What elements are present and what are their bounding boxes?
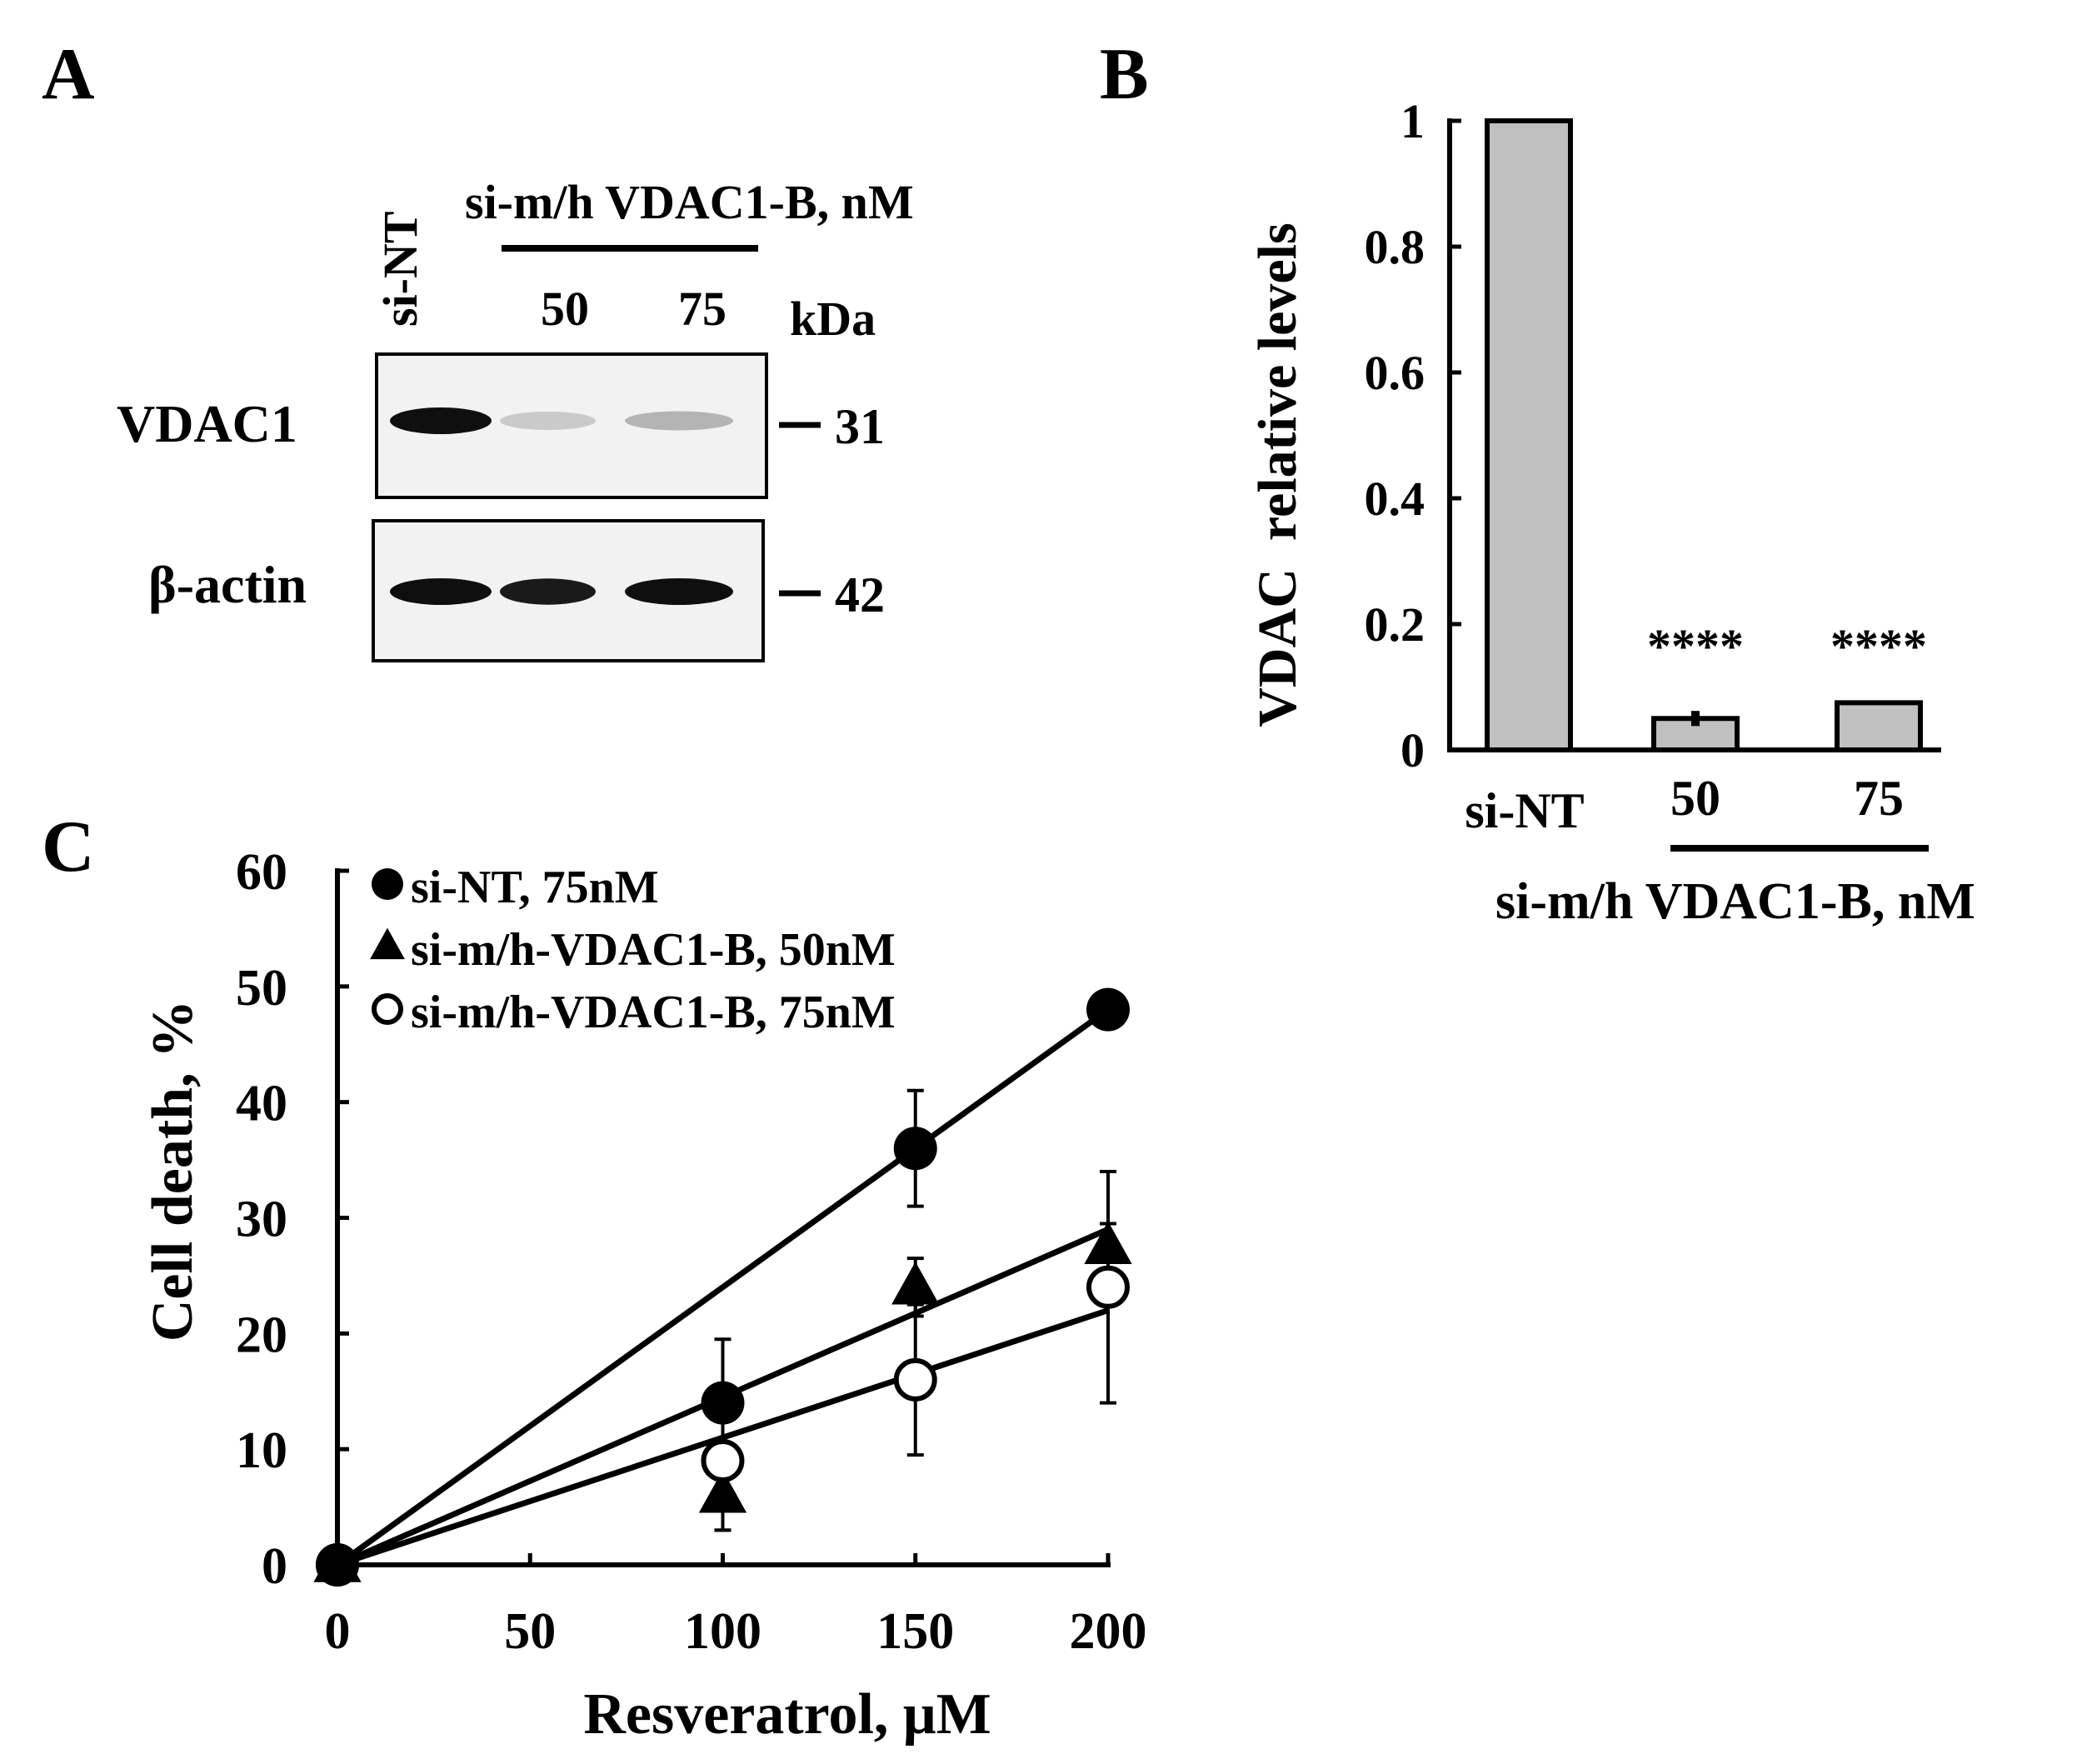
bar-chart-panel: VDAC relative levels 0 0.2 0.4 0.6 0.8 1 si-N…: [1247, 94, 1975, 930]
scatter-x-tick-label: 0: [325, 1603, 351, 1660]
blot-bands: [390, 407, 733, 605]
data-point: [893, 1127, 937, 1171]
bar-y-tick-label: 0.8: [1365, 220, 1425, 274]
scatter-chart-panel: Cell death, % Resveratrol, μM 0 10 20 30 40 5…: [141, 844, 1147, 1747]
kda-42-label: 42: [835, 567, 885, 622]
significance-label: ****: [1830, 619, 1927, 673]
dose-label-50: 50: [541, 282, 589, 336]
bar: [1835, 700, 1923, 752]
bar-y-tick-label: 0.2: [1365, 597, 1425, 652]
bar-category-label: si-NT: [1465, 783, 1584, 838]
blot-band: [625, 578, 733, 605]
panel-b-letter: B: [1100, 34, 1149, 115]
significance-label: ****: [1647, 619, 1744, 673]
data-point: [701, 1381, 745, 1425]
scatter-y-tick-label: 60: [236, 844, 287, 901]
blot-band: [390, 407, 492, 434]
treatment-label: si-m/h VDAC1-B, nM: [465, 175, 914, 229]
bar-category-label: 75: [1854, 771, 1904, 826]
data-point: [1086, 1265, 1130, 1309]
fit-line: [335, 1007, 1111, 1567]
blot-band: [625, 411, 733, 431]
legend-marker: [372, 868, 403, 900]
blot-band: [500, 578, 596, 605]
data-point: [701, 1439, 745, 1483]
bar-y-tick-label: 1: [1400, 94, 1425, 148]
bar-y-tick-label: 0.4: [1365, 472, 1425, 526]
data-point: [316, 1543, 359, 1587]
data-point: [891, 1262, 940, 1305]
scatter-y-tick-label: 0: [262, 1538, 287, 1595]
scatter-y-tick-label: 50: [236, 960, 287, 1017]
bar-y-tick-label: 0.6: [1365, 346, 1425, 400]
scatter-x-tick-label: 200: [1070, 1603, 1147, 1660]
legend-label: si-NT, 75nM: [411, 862, 659, 913]
legend-label: si-m/h-VDAC1-B, 50nM: [411, 924, 896, 976]
scatter-y-tick-label: 10: [236, 1422, 287, 1479]
data-point: [698, 1470, 747, 1513]
bar: [1485, 118, 1573, 752]
bar-chart-ylabel: VDAC relative levels: [1247, 222, 1308, 727]
data-point: [1084, 1221, 1132, 1264]
scatter-x-tick-label: 150: [876, 1603, 954, 1660]
bar-group-label: si-m/h VDAC1-B, nM: [1495, 873, 1975, 930]
blot-band: [390, 578, 492, 605]
bar-category-label: 50: [1670, 771, 1720, 826]
legend-marker: [370, 927, 405, 960]
actin-row-label: β-actin: [148, 555, 307, 614]
kda-31-label: 31: [835, 399, 885, 454]
data-point: [1086, 987, 1130, 1032]
western-blot-panel: si-NT si-m/h VDAC1-B, nM 50 75 kDa VDAC1…: [117, 175, 914, 662]
si-nt-lane-label: si-NT: [373, 211, 427, 327]
dose-label-75: 75: [678, 282, 726, 336]
vdac1-row-label: VDAC1: [117, 394, 297, 453]
scatter-xlabel: Resveratrol, μM: [583, 1682, 991, 1747]
bar-y-tick-label: 0: [1400, 723, 1425, 777]
scatter-y-tick-label: 30: [236, 1192, 287, 1248]
panel-c-letter: C: [42, 807, 95, 887]
scatter-y-tick-label: 20: [236, 1307, 287, 1363]
blot-band: [500, 412, 596, 430]
scatter-x-tick-label: 100: [684, 1603, 761, 1660]
scatter-ylabel: Cell death, %: [141, 1000, 205, 1342]
kda-unit-label: kDa: [790, 292, 876, 346]
scatter-y-tick-label: 40: [236, 1076, 287, 1132]
data-point: [893, 1357, 937, 1402]
legend-marker: [372, 993, 403, 1025]
scatter-x-tick-label: 50: [504, 1603, 556, 1660]
legend-label: si-m/h-VDAC1-B, 75nM: [411, 987, 896, 1038]
panel-a-letter: A: [42, 34, 95, 115]
